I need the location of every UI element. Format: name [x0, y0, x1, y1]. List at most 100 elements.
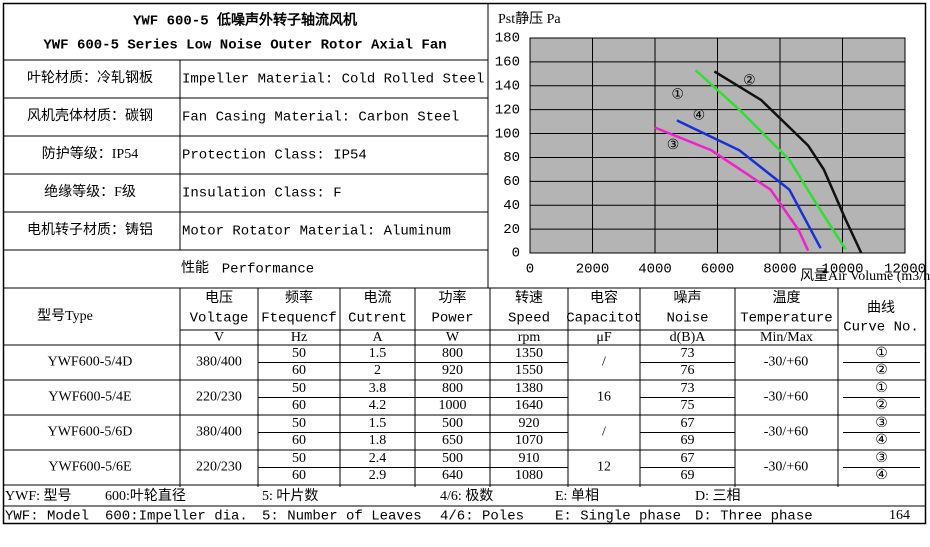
voltage: 220/230 [196, 460, 242, 475]
footer-note: 600:叶轮直径 [105, 487, 186, 504]
curve [654, 126, 810, 252]
cell: 920 [442, 363, 463, 378]
column-header-cn: 功率 [439, 289, 467, 306]
column-unit: A [372, 330, 383, 345]
y-tick-label: 120 [495, 102, 520, 118]
cell: 60 [292, 398, 306, 413]
spec-en: Motor Rotator Material: Aluminum [182, 224, 451, 240]
y-tick-label: 60 [503, 174, 520, 190]
y-tick-label: 0 [512, 246, 520, 262]
subtitle: YWF 600-5 Series Low Noise Outer Rotor A… [43, 38, 446, 54]
cell: ③ [875, 451, 888, 466]
model: YWF600-5/4E [48, 390, 131, 405]
cell: 2.4 [369, 451, 387, 466]
temperature: -30/+60 [764, 390, 808, 405]
frame [2, 2, 927, 525]
x-tick-label: 0 [526, 262, 534, 278]
spec-cn: 风机壳体材质：碳钢 [27, 107, 153, 124]
footer-note: 4/6: Poles [440, 509, 524, 525]
curve-header-cn: 曲线 [867, 300, 895, 316]
cell: 73 [681, 381, 695, 396]
cell: 500 [442, 451, 463, 466]
cell: 500 [442, 416, 463, 431]
column-header-cn: 频率 [285, 289, 313, 306]
column-header-en: Cutrent [348, 311, 407, 327]
column-unit: Hz [291, 330, 307, 345]
footer-note: E: Single phase [555, 509, 681, 525]
capacitor: / [602, 355, 606, 370]
cell: 1550 [515, 363, 543, 378]
cell: ② [875, 398, 888, 413]
performance-cn: 性能 [181, 260, 209, 276]
cell: 50 [292, 381, 306, 396]
column-header-cn: 电流 [364, 290, 392, 306]
temperature: -30/+60 [764, 355, 808, 370]
cell: 1.5 [369, 416, 387, 431]
footer-note: 4/6: 极数 [440, 488, 493, 504]
capacitor: 12 [597, 460, 611, 475]
voltage: 380/400 [196, 425, 242, 440]
title: YWF 600-5 低噪声外转子轴流风机 [133, 12, 357, 30]
spec-cn: 绝缘等级：F级 [44, 183, 136, 200]
x-tick-label: 8000 [763, 262, 797, 278]
cell: 1380 [515, 381, 543, 396]
footer-note: YWF: Model [5, 509, 89, 525]
curve-header-en: Curve No. [843, 320, 919, 336]
cell: 1.8 [369, 433, 387, 448]
cell: 800 [442, 381, 463, 396]
y-tick-label: 80 [503, 150, 520, 166]
footer-note: YWF: 型号 [5, 488, 72, 504]
spec-en: Fan Casing Material: Carbon Steel [182, 110, 459, 126]
column-header-cn: 转速 [515, 290, 543, 306]
spec-en: Protection Class: IP54 [182, 148, 367, 164]
cell: 2 [374, 363, 381, 378]
curve-label: ③ [667, 138, 680, 153]
voltage: 220/230 [196, 390, 242, 405]
curve [713, 70, 863, 254]
performance-en: Performance [222, 262, 314, 278]
column-unit: d(B)A [670, 330, 707, 345]
column-header-cn: 电压 [205, 290, 233, 306]
column-header-cn: 噪声 [674, 290, 702, 306]
y-tick-label: 160 [495, 55, 520, 71]
cell: 75 [681, 398, 695, 413]
cell: 4.2 [369, 398, 387, 413]
cell: 800 [442, 346, 463, 361]
type-header: 型号Type [37, 308, 93, 324]
cell: 60 [292, 433, 306, 448]
footer-note: D: 三相 [695, 488, 741, 504]
cell: 50 [292, 346, 306, 361]
temperature: -30/+60 [764, 425, 808, 440]
spec-en: Impeller Material: Cold Rolled Steel [182, 72, 484, 88]
column-unit: μF [596, 330, 612, 345]
cell: ④ [875, 468, 888, 483]
curve [676, 119, 822, 249]
x-axis-label: 风量Air Volume (m3/h) [800, 268, 930, 284]
cell: 69 [681, 433, 695, 448]
column-header-en: Voltage [190, 311, 249, 327]
column-header-en: Capacitot [566, 311, 642, 327]
column-header-en: Noise [666, 311, 708, 327]
model: YWF600-5/6D [48, 425, 133, 440]
column-header-en: Power [431, 311, 473, 327]
column-header-en: Speed [508, 311, 550, 327]
cell: 60 [292, 363, 306, 378]
footer-note: 600:Impeller dia. [105, 509, 248, 525]
curve [694, 69, 847, 251]
spec-cn: 防护等级：IP54 [42, 145, 138, 162]
curve-label: ② [743, 74, 756, 89]
x-tick-label: 2000 [576, 262, 610, 278]
cell: ② [875, 363, 888, 378]
spec-en: Insulation Class: F [182, 186, 342, 202]
cell: ① [875, 346, 888, 361]
y-tick-label: 140 [495, 78, 520, 94]
cell: 76 [681, 363, 695, 378]
curve-label: ④ [693, 109, 706, 124]
cell: 73 [681, 346, 695, 361]
cell: 69 [681, 468, 695, 483]
capacitor: 16 [597, 390, 611, 405]
cell: 50 [292, 416, 306, 431]
y-tick-label: 180 [495, 31, 520, 47]
y-tick-label: 100 [495, 126, 520, 142]
page-number: 164 [889, 508, 910, 523]
